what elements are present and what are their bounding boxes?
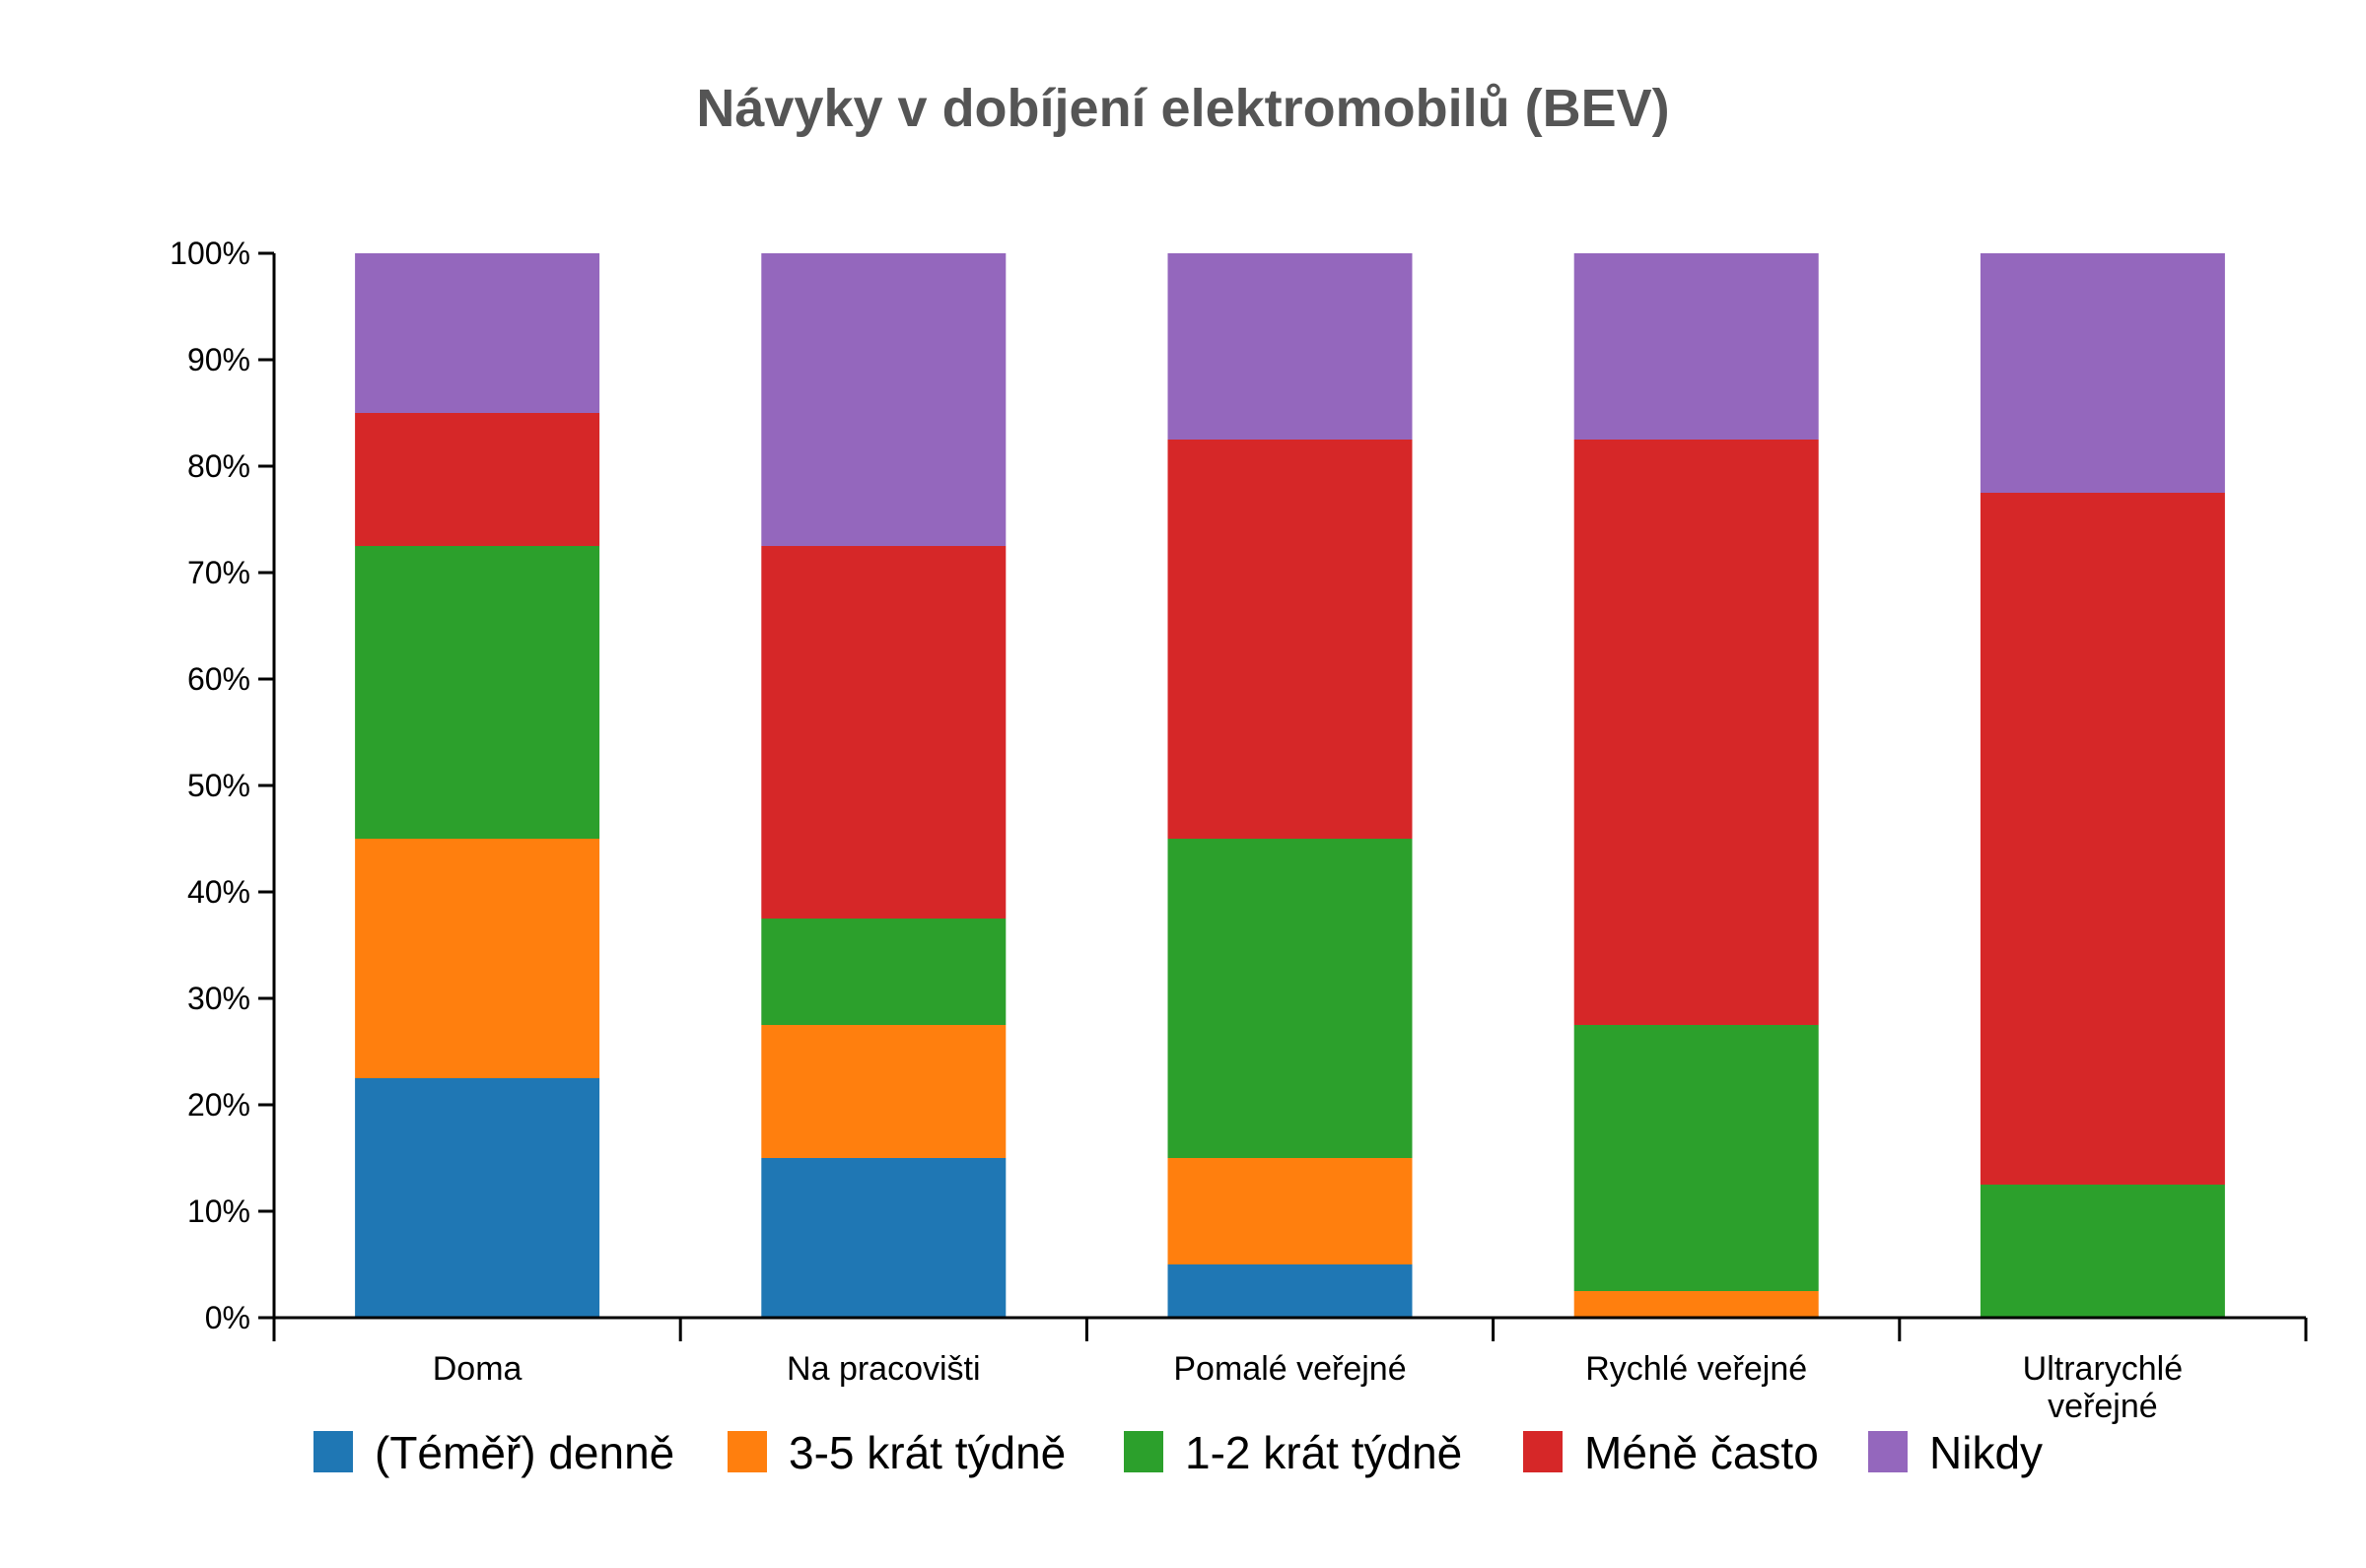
x-tick-label: Doma xyxy=(433,1350,522,1388)
legend-swatch xyxy=(728,1431,767,1472)
legend-item: (Téměř) denně xyxy=(313,1427,674,1478)
y-tick-label: 30% xyxy=(187,981,250,1016)
legend-label: 3-5 krát týdně xyxy=(789,1427,1066,1478)
legend-label: Méně často xyxy=(1584,1427,1819,1478)
bar-segment xyxy=(1980,1185,2225,1318)
bar-segment xyxy=(1573,253,1819,440)
bar-segment xyxy=(1573,440,1819,1025)
bar-segment xyxy=(1980,253,2225,493)
y-tick-label: 100% xyxy=(170,236,250,271)
legend-item: Nikdy xyxy=(1868,1427,2043,1478)
bar-segment xyxy=(761,1025,1007,1158)
x-tick-label: Ultrarychlé veřejné xyxy=(2023,1350,2183,1425)
legend-item: 3-5 krát týdně xyxy=(728,1427,1066,1478)
chart-title: Návyky v dobíjení elektromobilů (BEV) xyxy=(696,79,1669,138)
bar-segment xyxy=(761,919,1007,1025)
y-tick-label: 90% xyxy=(187,342,250,377)
bar-segment xyxy=(1167,839,1413,1158)
bar-segment xyxy=(761,1158,1007,1318)
legend-item: Méně často xyxy=(1523,1427,1819,1478)
y-tick-label: 40% xyxy=(187,874,250,910)
legend-label: Nikdy xyxy=(1929,1427,2043,1478)
x-tick-label: Rychlé veřejné xyxy=(1585,1350,1807,1388)
bar-segment xyxy=(355,546,600,839)
y-tick-label: 70% xyxy=(187,555,250,590)
bar-segment xyxy=(355,253,600,413)
y-tick-label: 80% xyxy=(187,448,250,484)
legend-swatch xyxy=(313,1431,353,1472)
bar-segment xyxy=(761,253,1007,546)
bar-segment xyxy=(1167,440,1413,839)
bar-segment xyxy=(355,1078,600,1318)
y-tick-label: 10% xyxy=(187,1193,250,1229)
bar-segment xyxy=(761,546,1007,919)
y-tick-label: 20% xyxy=(187,1087,250,1123)
y-tick-label: 0% xyxy=(205,1300,250,1335)
y-tick-label: 60% xyxy=(187,661,250,697)
bar-segment xyxy=(1167,1264,1413,1318)
bar-segment xyxy=(355,413,600,546)
legend-swatch xyxy=(1124,1431,1163,1472)
x-tick-label: Na pracovišti xyxy=(787,1350,981,1388)
bar-segment xyxy=(1980,493,2225,1185)
bar-segment xyxy=(1167,253,1413,440)
legend-label: 1-2 krát týdně xyxy=(1185,1427,1462,1478)
legend-swatch xyxy=(1868,1431,1908,1472)
bar-segment xyxy=(355,839,600,1078)
legend-swatch xyxy=(1523,1431,1563,1472)
bar-segment xyxy=(1167,1158,1413,1264)
legend-label: (Téměř) denně xyxy=(375,1427,674,1478)
y-tick-label: 50% xyxy=(187,768,250,803)
x-tick-label: Pomalé veřejné xyxy=(1173,1350,1406,1388)
legend-item: 1-2 krát týdně xyxy=(1124,1427,1462,1478)
bar-segment xyxy=(1573,1291,1819,1318)
bar-segment xyxy=(1573,1025,1819,1291)
